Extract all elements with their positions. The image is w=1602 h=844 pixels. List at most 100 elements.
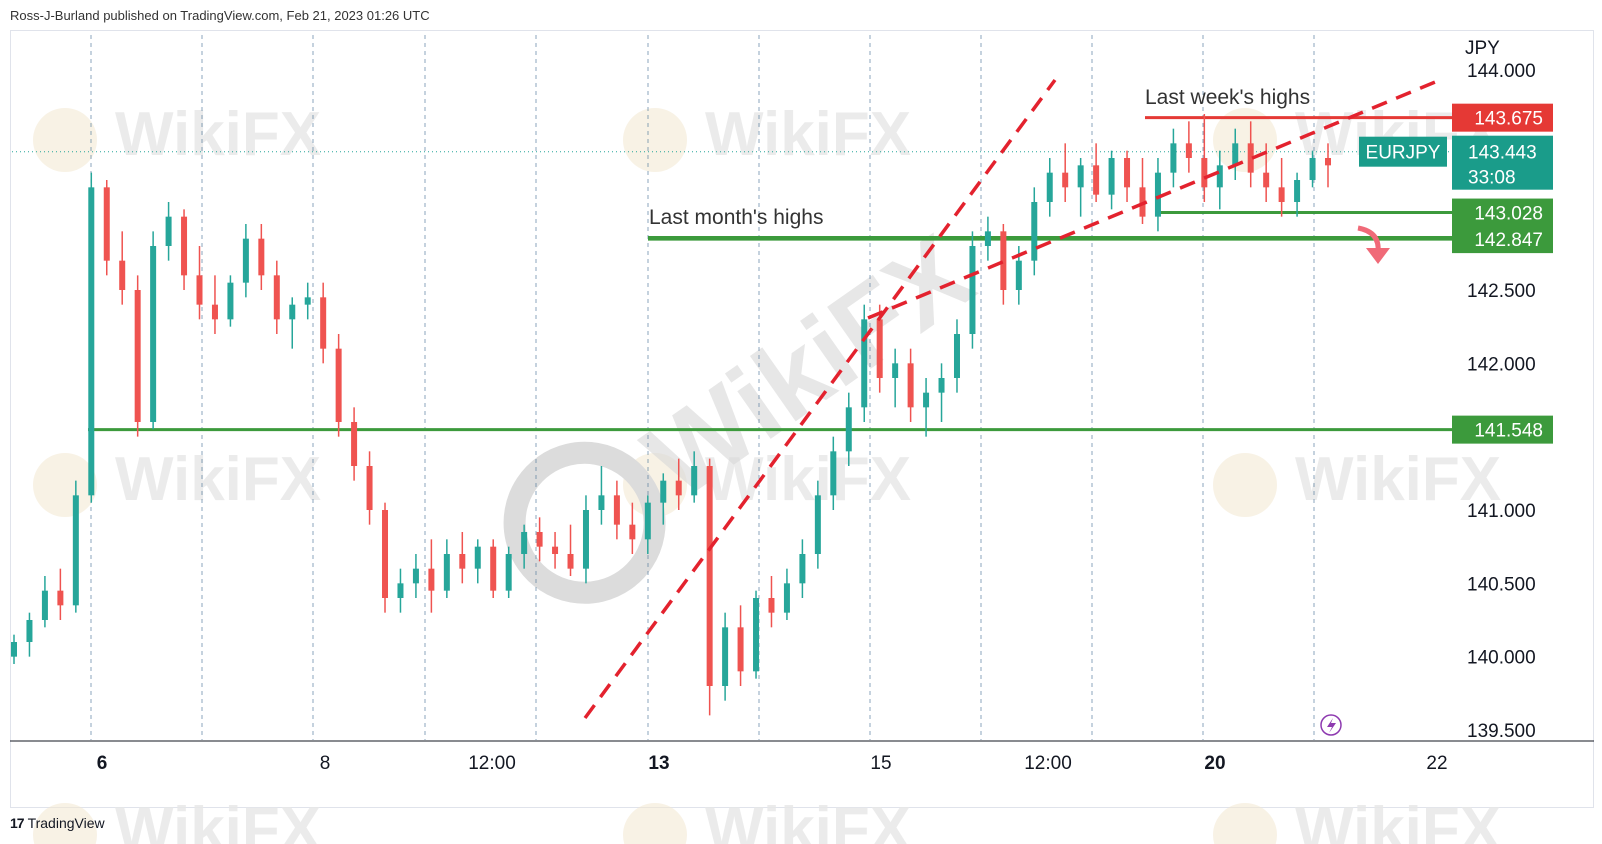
candle-body <box>289 304 296 320</box>
current-price-value: 143.443 <box>1468 143 1537 164</box>
current-price-tag <box>1452 135 1553 190</box>
wikifx-watermark-icon <box>623 108 687 172</box>
candle-body <box>273 275 280 320</box>
price-tag-143-028-label: 143.028 <box>1474 204 1543 225</box>
symbol-badge-label: EURJPY <box>1366 143 1441 164</box>
wikifx-watermark-icon <box>33 803 97 844</box>
x-axis-tick: 12:00 <box>468 753 516 774</box>
candle-body <box>397 583 404 598</box>
candle-body <box>150 246 157 422</box>
wikifx-watermark-icon <box>33 453 97 517</box>
arrow-head-icon <box>1366 248 1390 264</box>
wikifx-watermark-icon <box>1213 803 1277 844</box>
y-axis-tick: 142.000 <box>1467 354 1536 375</box>
candle-body <box>582 510 589 569</box>
tradingview-footer[interactable]: 17 TradingView <box>10 815 105 831</box>
trendline-rising-lower <box>583 78 1057 720</box>
y-axis-tick: 139.500 <box>1467 721 1536 742</box>
price-tag-142-847-label: 142.847 <box>1474 230 1543 251</box>
candle-body <box>1031 202 1038 261</box>
candle-body <box>490 546 497 591</box>
candle-body <box>1247 143 1254 173</box>
lightning-bolt-icon <box>1327 718 1336 733</box>
annotation-last-months-highs: Last month's highs <box>649 206 823 229</box>
price-tag-142-847 <box>1452 225 1553 254</box>
candle-body <box>196 275 203 305</box>
x-axis-tick: 13 <box>648 753 669 774</box>
candle-countdown: 33:08 <box>1468 168 1516 189</box>
candle-body <box>830 451 837 496</box>
candle-body <box>675 480 682 496</box>
candle-body <box>644 502 651 540</box>
price-tags-layer: 143.675143.028142.858142.847141.548143.4… <box>1359 103 1553 444</box>
candle-body <box>1278 187 1285 202</box>
candle-body <box>242 238 249 283</box>
candle-body <box>304 297 311 305</box>
candle-body <box>1062 172 1069 188</box>
x-axis-tick: 6 <box>97 753 108 774</box>
candle-body <box>876 319 883 378</box>
tradingview-logo-icon: 17 <box>10 815 25 831</box>
candle-body <box>351 422 358 466</box>
wikifx-watermark: WikiFX <box>705 445 911 514</box>
candle-body <box>1077 165 1084 188</box>
candle-body <box>613 495 620 525</box>
candle-body <box>660 480 667 503</box>
candle-body <box>1154 172 1161 217</box>
price-tag-143-028 <box>1452 198 1553 227</box>
wikifx-center-watermark: WikiFX <box>503 211 993 604</box>
candle-body <box>211 304 218 320</box>
candles-layer <box>11 114 1331 716</box>
candle-body <box>923 392 930 408</box>
candle-body <box>1216 165 1223 188</box>
chart-frame[interactable] <box>10 30 1594 808</box>
candle-body <box>505 554 512 591</box>
y-axis-tick: 141.000 <box>1467 501 1536 522</box>
wikifx-watermark: WikiFX <box>115 795 321 844</box>
candle-body <box>814 495 821 554</box>
wikifx-watermark: WikiFX <box>1295 795 1501 844</box>
tradingview-brand-label: TradingView <box>27 815 105 831</box>
candle-body <box>459 554 466 569</box>
candle-body <box>335 348 342 422</box>
candle-body <box>103 187 110 261</box>
candle-body <box>1124 158 1131 188</box>
x-axis-tick: 22 <box>1426 753 1447 774</box>
x-axis-tick: 15 <box>870 753 891 774</box>
candle-body <box>88 187 95 496</box>
candle-body <box>552 546 559 554</box>
candle-body <box>598 495 605 510</box>
trendlines-layer <box>583 78 1441 720</box>
candle-body <box>119 260 126 290</box>
candle-body <box>783 583 790 613</box>
candle-body <box>165 216 172 246</box>
candle-body <box>706 466 713 686</box>
trendline-rising-upper <box>867 78 1441 320</box>
price-tag-143-675-label: 143.675 <box>1474 109 1543 130</box>
candle-body <box>1000 231 1007 290</box>
wikifx-center-icon <box>503 441 666 604</box>
candle-body <box>366 466 373 510</box>
y-axis-currency: JPY <box>1465 38 1500 59</box>
candle-body <box>134 290 141 422</box>
wikifx-watermark: WikiFX <box>1295 445 1501 514</box>
candle-body <box>567 554 574 569</box>
candle-body <box>1232 143 1239 166</box>
candle-body <box>443 554 450 591</box>
candle-body <box>57 590 64 606</box>
candle-body <box>892 363 899 378</box>
y-axis-tick: 142.500 <box>1467 281 1536 302</box>
candle-body <box>41 590 48 620</box>
candle-body <box>181 216 188 276</box>
candle-body <box>799 554 806 584</box>
candle-body <box>722 627 729 686</box>
candle-body <box>258 238 265 276</box>
candle-body <box>1093 165 1100 195</box>
candle-body <box>1108 158 1115 195</box>
candle-body <box>984 231 991 246</box>
candle-body <box>691 466 698 496</box>
wikifx-watermark: WikiFX <box>115 445 321 514</box>
candle-body <box>845 407 852 452</box>
candle-body <box>536 532 543 547</box>
